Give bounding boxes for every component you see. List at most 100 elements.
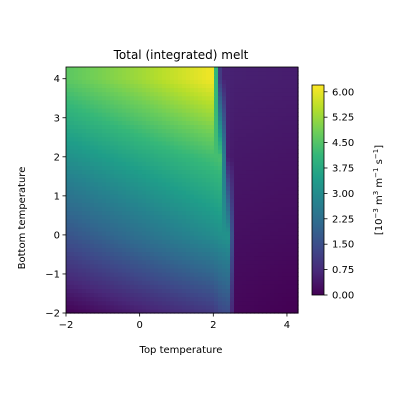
heatmap-cell (194, 255, 199, 261)
heatmap-cell (162, 165, 167, 171)
heatmap-cell (190, 198, 195, 203)
heatmap-cell (218, 206, 223, 212)
heatmap-cell (214, 124, 219, 130)
heatmap-cell (170, 304, 175, 310)
heatmap-cell (290, 157, 295, 162)
heatmap-cell (242, 272, 247, 277)
heatmap-cell (210, 95, 215, 101)
heatmap-cell (214, 292, 219, 298)
heatmap-cell (266, 128, 271, 134)
heatmap-cell (186, 157, 191, 162)
heatmap-cell (274, 214, 279, 220)
heatmap-cell (158, 259, 163, 265)
heatmap-cell (234, 263, 239, 269)
heatmap-cell (186, 300, 191, 306)
heatmap-cell (214, 263, 219, 269)
heatmap-cell (234, 247, 239, 253)
heatmap-cell (70, 136, 75, 142)
heatmap-cell (258, 304, 263, 310)
heatmap-cell (258, 255, 263, 261)
heatmap-cell (270, 132, 275, 138)
heatmap-cell (82, 206, 87, 212)
heatmap-cell (162, 308, 167, 314)
heatmap-cell (114, 185, 119, 191)
heatmap-cell (154, 210, 159, 216)
heatmap-cell (290, 99, 295, 105)
heatmap-cell (242, 83, 247, 89)
heatmap-cell (262, 206, 267, 212)
heatmap-cell (218, 267, 223, 273)
heatmap-cell (278, 292, 283, 298)
heatmap-cell (274, 280, 279, 285)
heatmap-cell (118, 128, 123, 134)
heatmap-cell (118, 136, 123, 142)
heatmap-cell (66, 161, 71, 166)
heatmap-cell (94, 75, 99, 80)
heatmap-cell (186, 132, 191, 138)
heatmap-cell (78, 218, 83, 224)
heatmap-cell (126, 165, 131, 171)
heatmap-cell (142, 153, 147, 158)
heatmap-cell (194, 218, 199, 224)
heatmap-cell (186, 67, 191, 72)
heatmap-cell (242, 136, 247, 142)
heatmap-cell (226, 304, 231, 310)
heatmap-cell (70, 267, 75, 273)
heatmap-cell (126, 247, 131, 253)
heatmap-cell (258, 280, 263, 285)
heatmap-cell (162, 132, 167, 138)
heatmap-cell (110, 308, 115, 314)
heatmap-cell (182, 67, 187, 72)
heatmap-cell (238, 124, 243, 130)
heatmap-cell (74, 247, 79, 253)
heatmap-cell (162, 161, 167, 166)
heatmap-cell (138, 136, 143, 142)
heatmap-cell (102, 177, 107, 183)
heatmap-cell (118, 251, 123, 257)
heatmap-cell (286, 149, 291, 154)
heatmap-cell (290, 226, 295, 232)
heatmap-cell (150, 218, 155, 224)
heatmap-cell (286, 136, 291, 142)
heatmap-cell (262, 108, 267, 113)
heatmap-cell (230, 235, 235, 240)
heatmap-cell (190, 157, 195, 162)
heatmap-cell (74, 267, 79, 273)
heatmap-cell (114, 198, 119, 203)
y-tick-label: 2 (54, 152, 60, 163)
heatmap-cell (174, 144, 179, 150)
heatmap-cell (290, 198, 295, 203)
heatmap-cell (118, 296, 123, 302)
heatmap-cell (126, 136, 131, 142)
heatmap-cell (82, 165, 87, 171)
heatmap-cell (206, 71, 211, 76)
heatmap-cell (102, 243, 107, 248)
heatmap-cell (214, 226, 219, 232)
heatmap-cell (110, 124, 115, 130)
heatmap-cell (286, 165, 291, 171)
heatmap-cell (266, 108, 271, 113)
heatmap-cell (126, 108, 131, 113)
heatmap-cell (126, 284, 131, 289)
heatmap-cell (74, 75, 79, 80)
heatmap-cell (134, 243, 139, 248)
heatmap-cell (114, 161, 119, 166)
heatmap-cell (266, 136, 271, 142)
heatmap-cell (158, 120, 163, 125)
heatmap-cell (102, 272, 107, 277)
heatmap-cell (294, 243, 299, 248)
heatmap-cell (226, 75, 231, 80)
heatmap-cell (106, 206, 111, 212)
heatmap-cell (174, 259, 179, 265)
heatmap-cell (166, 251, 171, 257)
heatmap-cell (222, 177, 227, 183)
heatmap-cell (134, 284, 139, 289)
y-tick-label: −1 (45, 269, 60, 280)
heatmap-cell (194, 226, 199, 232)
heatmap-cell (242, 190, 247, 195)
heatmap-cell (242, 259, 247, 265)
heatmap-cell (258, 190, 263, 195)
heatmap-cell (182, 198, 187, 203)
heatmap-cell (130, 173, 135, 179)
heatmap-cell (218, 67, 223, 72)
